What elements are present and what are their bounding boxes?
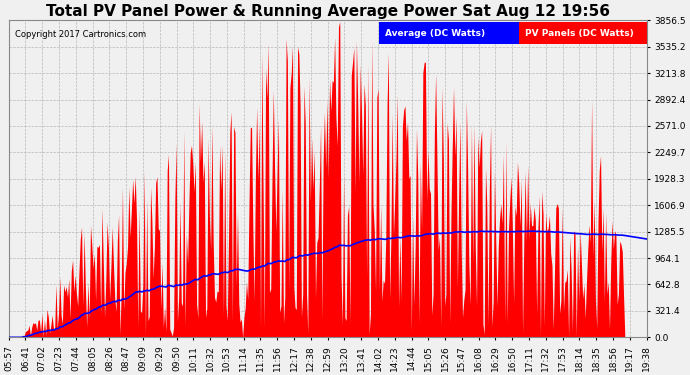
- FancyBboxPatch shape: [519, 22, 647, 44]
- Text: PV Panels (DC Watts): PV Panels (DC Watts): [525, 28, 634, 38]
- Text: Copyright 2017 Cartronics.com: Copyright 2017 Cartronics.com: [15, 30, 146, 39]
- FancyBboxPatch shape: [379, 22, 519, 44]
- Title: Total PV Panel Power & Running Average Power Sat Aug 12 19:56: Total PV Panel Power & Running Average P…: [46, 4, 610, 19]
- Text: Average (DC Watts): Average (DC Watts): [385, 28, 485, 38]
